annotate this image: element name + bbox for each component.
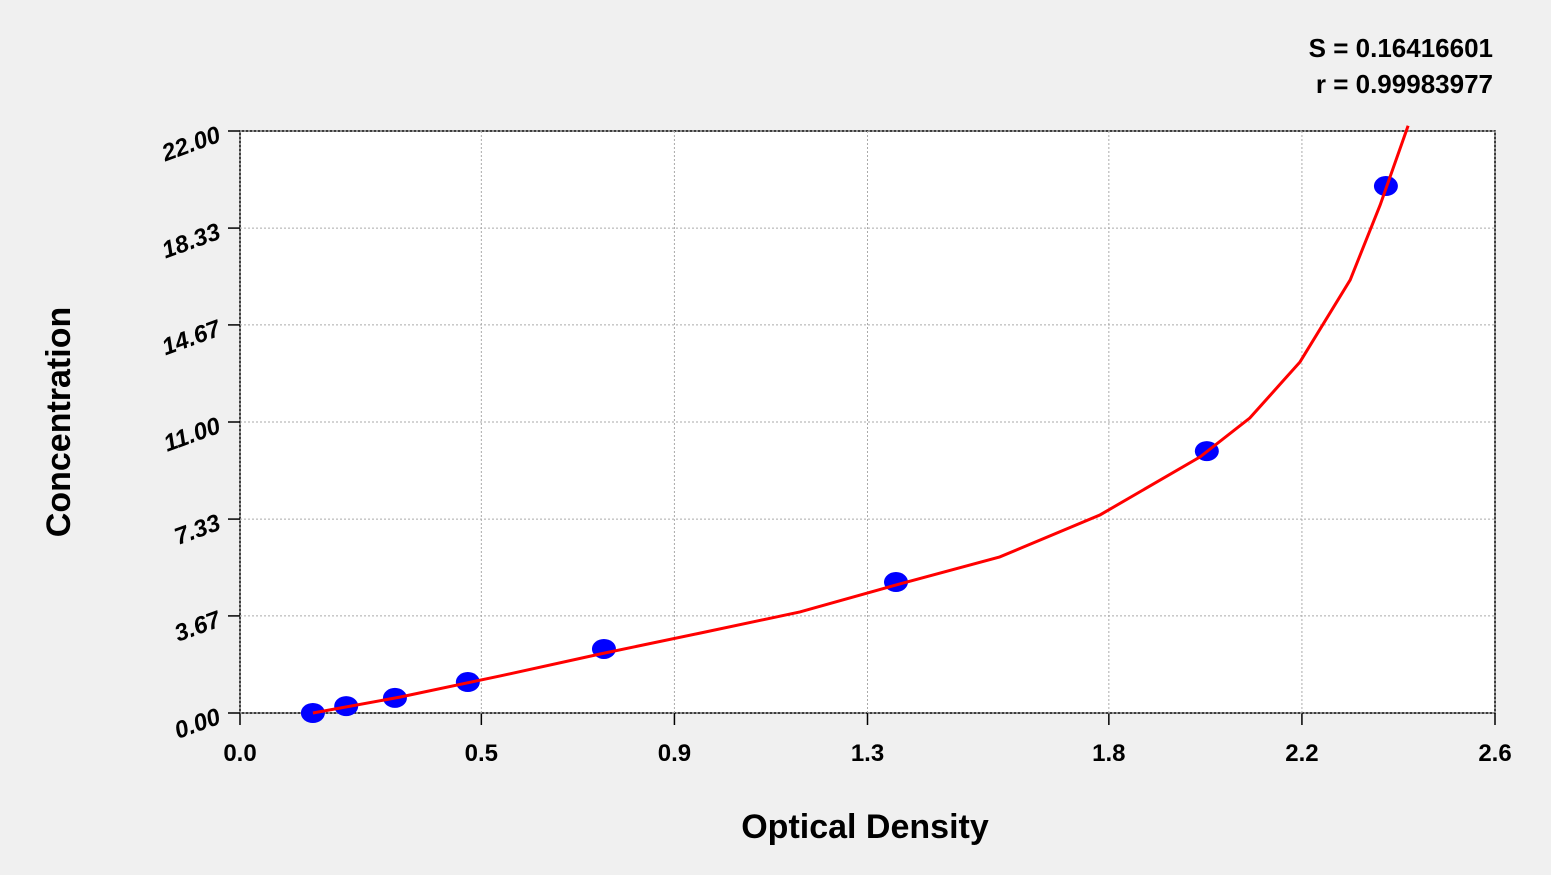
x-axis-label: Optical Density xyxy=(741,808,989,846)
y-tick-label: 0.00 xyxy=(171,703,225,745)
x-tick-label: 2.2 xyxy=(1285,740,1318,767)
y-tick-label: 7.33 xyxy=(171,509,225,551)
annotation: S = 0.16416601 xyxy=(1309,33,1493,63)
y-tick-label: 14.67 xyxy=(158,315,225,361)
x-tick-label: 2.6 xyxy=(1478,740,1511,767)
x-tick-label: 0.9 xyxy=(658,740,691,767)
x-tick-label: 1.3 xyxy=(851,740,884,767)
x-tick-label: 0.5 xyxy=(465,740,498,767)
y-tick-label: 18.33 xyxy=(158,218,224,264)
y-tick-label: 11.00 xyxy=(160,412,225,458)
x-tick-label: 1.8 xyxy=(1092,740,1125,767)
y-tick-label: 22.00 xyxy=(157,121,224,167)
y-axis-label: Concentration xyxy=(40,307,78,537)
annotation: r = 0.99983977 xyxy=(1316,69,1493,99)
x-tick-label: 0.0 xyxy=(223,740,256,767)
y-tick-label: 3.67 xyxy=(171,606,226,648)
fit-curve xyxy=(312,125,1410,715)
